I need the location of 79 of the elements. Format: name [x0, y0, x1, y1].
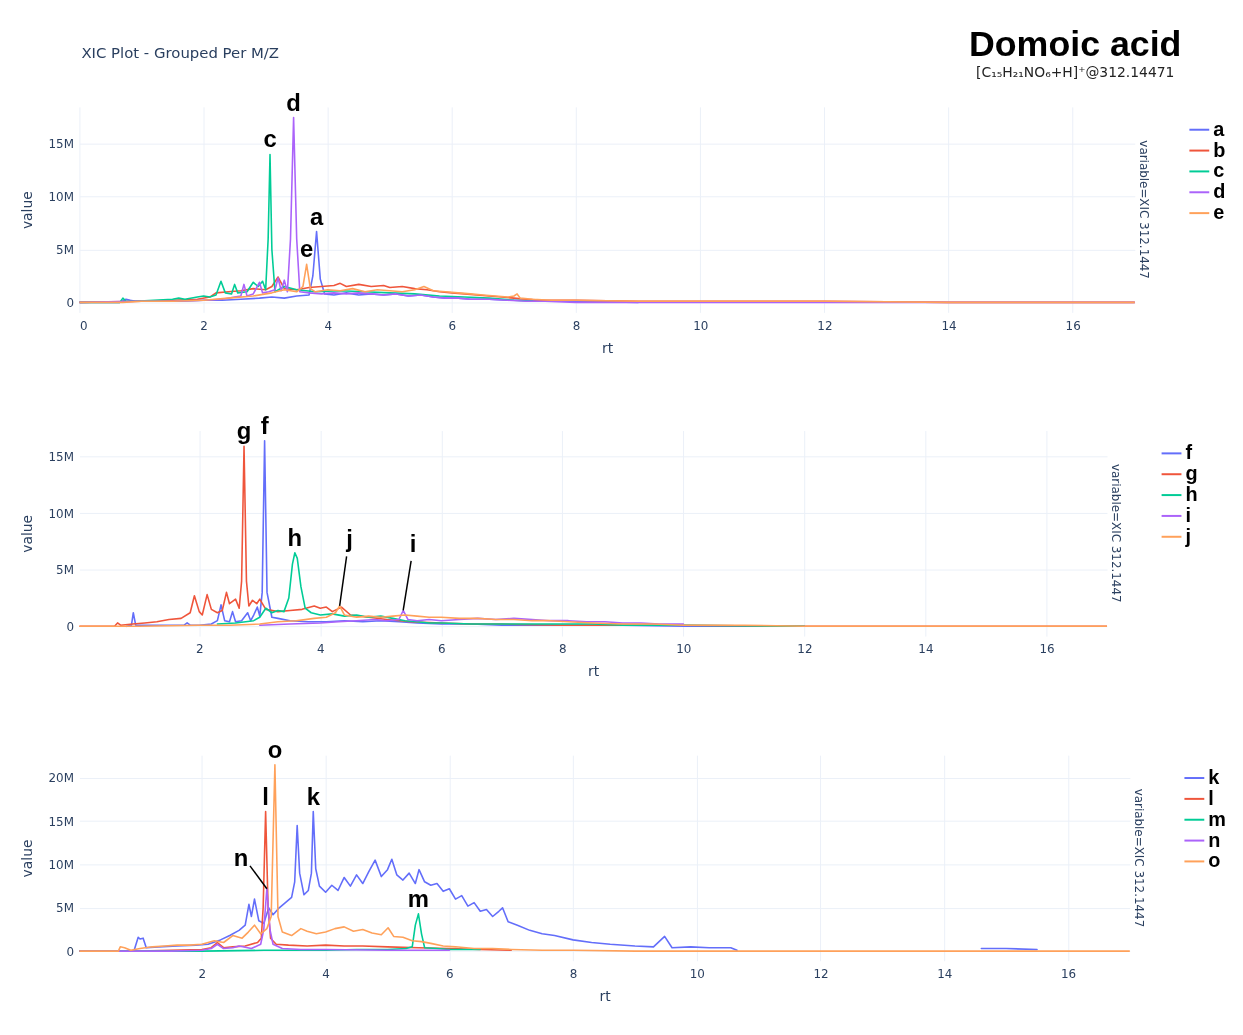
legend-label: j — [1184, 524, 1191, 547]
legend-label: f — [1185, 441, 1193, 464]
x-tick-label: 4 — [316, 642, 325, 657]
x-tick-label: 14 — [941, 318, 957, 333]
y-tick-label: 10M — [48, 190, 74, 205]
legend-label: i — [1185, 503, 1191, 526]
x-tick-label: 14 — [937, 967, 953, 982]
x-tick-label: 6 — [438, 642, 446, 657]
x-tick-label: 16 — [1060, 967, 1077, 982]
legend-label: m — [1208, 807, 1226, 830]
annotation: n — [233, 843, 249, 871]
text: variable=XIC 312.1447 — [1136, 140, 1151, 279]
legend-label: c — [1213, 159, 1225, 182]
x-tick-label: 10 — [693, 318, 709, 333]
annotation: j — [345, 525, 353, 553]
x-axis-title: rt — [588, 663, 600, 680]
x-tick-label: 6 — [448, 318, 457, 333]
y-axis-title: value — [18, 839, 35, 878]
y-tick-label: 15M — [48, 137, 74, 152]
x-tick-label: 6 — [446, 967, 454, 982]
y-tick-label: 0 — [66, 619, 74, 634]
y-tick-label: 5M — [56, 901, 74, 916]
y-axis-title: value — [18, 191, 35, 230]
annotation: f — [260, 411, 269, 439]
text: variable=XIC 312.1447 — [1108, 464, 1123, 603]
annotation: h — [287, 523, 303, 551]
x-tick-label: 14 — [918, 642, 934, 657]
annotation: d — [286, 88, 301, 116]
x-tick-label: 16 — [1065, 318, 1081, 333]
x-tick-label: 10 — [676, 642, 692, 657]
x-tick-label: 8 — [572, 318, 581, 333]
y-tick-label: 20M — [48, 771, 74, 786]
annotation: g — [236, 417, 252, 445]
legend-label: e — [1213, 201, 1225, 224]
annotation: k — [306, 782, 321, 810]
legend-label: a — [1213, 117, 1226, 140]
annotation: a — [309, 202, 324, 230]
x-axis-title: rt — [602, 339, 614, 356]
text: variable=XIC 312.1447 — [1131, 788, 1146, 928]
x-tick-label: 4 — [324, 318, 333, 333]
x-tick-label: 12 — [817, 318, 833, 333]
legend-label: l — [1208, 786, 1214, 809]
x-tick-label: 0 — [79, 318, 88, 333]
x-tick-label: 8 — [559, 642, 567, 657]
text: XIC Plot - Grouped Per M/Z — [81, 44, 280, 63]
annotation: o — [267, 735, 283, 763]
x-tick-label: 12 — [797, 642, 813, 657]
x-tick-label: 10 — [689, 967, 705, 982]
legend-label: k — [1208, 765, 1221, 788]
chart-subtitle: [C₁₅H₂₁NO₆+H]⁺@312.14471 — [976, 64, 1175, 81]
y-tick-label: 0 — [66, 944, 74, 959]
x-tick-label: 16 — [1039, 642, 1055, 657]
y-tick-label: 15M — [48, 814, 74, 829]
y-axis-title: value — [18, 514, 35, 553]
x-tick-label: 2 — [198, 967, 207, 982]
annotation: c — [263, 125, 277, 153]
annotation: l — [262, 782, 269, 810]
annotation: e — [300, 235, 314, 263]
x-tick-label: 12 — [813, 967, 829, 982]
y-tick-label: 10M — [48, 857, 74, 872]
x-tick-label: 4 — [322, 967, 330, 982]
y-tick-label: 10M — [48, 506, 74, 521]
y-tick-label: 0 — [66, 295, 74, 310]
legend-label: g — [1185, 462, 1198, 485]
legend-label: n — [1208, 828, 1221, 851]
legend-label: d — [1213, 180, 1226, 203]
x-tick-label: 2 — [200, 318, 208, 333]
annotation: i — [409, 529, 417, 557]
legend-label: b — [1213, 138, 1226, 161]
annotation: m — [407, 884, 430, 912]
y-tick-label: 5M — [56, 563, 74, 578]
legend-label: h — [1185, 483, 1198, 506]
chart-title: Domoic acid — [968, 24, 1182, 65]
y-tick-label: 15M — [48, 450, 74, 465]
x-tick-label: 8 — [569, 967, 578, 982]
legend-label: o — [1208, 849, 1221, 872]
x-tick-label: 2 — [195, 642, 204, 657]
y-tick-label: 5M — [56, 243, 74, 257]
x-axis-title: rt — [599, 987, 612, 1004]
